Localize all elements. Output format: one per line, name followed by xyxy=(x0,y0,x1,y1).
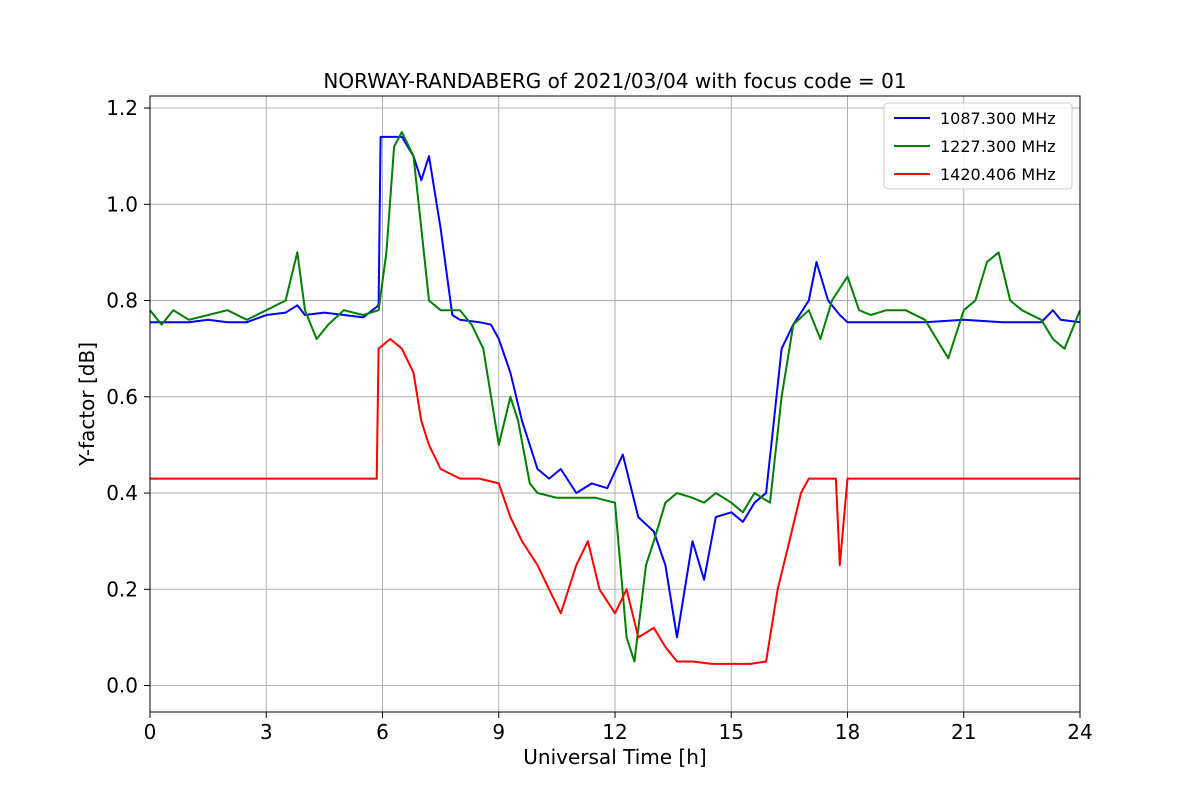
y-tick-label: 1.0 xyxy=(106,192,138,216)
x-ticks: 0 3 6 9 12 15 18 21 24 xyxy=(144,712,1093,744)
legend-box xyxy=(883,102,1073,190)
chart-title: NORWAY-RANDABERG of 2021/03/04 with focu… xyxy=(323,69,906,93)
y-ticks: 0.0 0.2 0.4 0.6 0.8 1.0 1.2 xyxy=(106,96,150,698)
legend-entry: 1087.300 MHz xyxy=(940,109,1056,128)
series-line-2 xyxy=(149,131,1081,663)
x-tick-label: 9 xyxy=(492,720,505,744)
x-tick-label: 18 xyxy=(835,720,860,744)
y-tick-label: 0.8 xyxy=(106,289,138,313)
series-line-3 xyxy=(150,338,1080,665)
series-line-1 xyxy=(150,135,1081,639)
x-tick-label: 0 xyxy=(144,720,157,744)
x-tick-label: 3 xyxy=(260,720,273,744)
x-tick-label: 15 xyxy=(719,720,744,744)
legend-entry: 1227.300 MHz xyxy=(940,137,1056,156)
y-tick-label: 0.6 xyxy=(106,385,138,409)
x-tick-label: 24 xyxy=(1067,720,1092,744)
y-tick-label: 1.2 xyxy=(106,96,138,120)
y-tick-label: 0.2 xyxy=(106,577,138,601)
series-layer xyxy=(149,131,1081,665)
x-tick-label: 6 xyxy=(376,720,389,744)
y-tick-label: 0.0 xyxy=(106,674,138,698)
x-tick-label: 21 xyxy=(951,720,976,744)
legend-entry: 1420.406 MHz xyxy=(940,165,1056,184)
x-tick-label: 12 xyxy=(602,720,627,744)
y-tick-label: 0.4 xyxy=(106,481,138,505)
legend: 1087.300 MHz 1227.300 MHz 1420.406 MHz xyxy=(883,102,1073,190)
y-axis-label: Y-factor [dB] xyxy=(75,342,99,467)
x-axis-label: Universal Time [h] xyxy=(523,745,706,769)
